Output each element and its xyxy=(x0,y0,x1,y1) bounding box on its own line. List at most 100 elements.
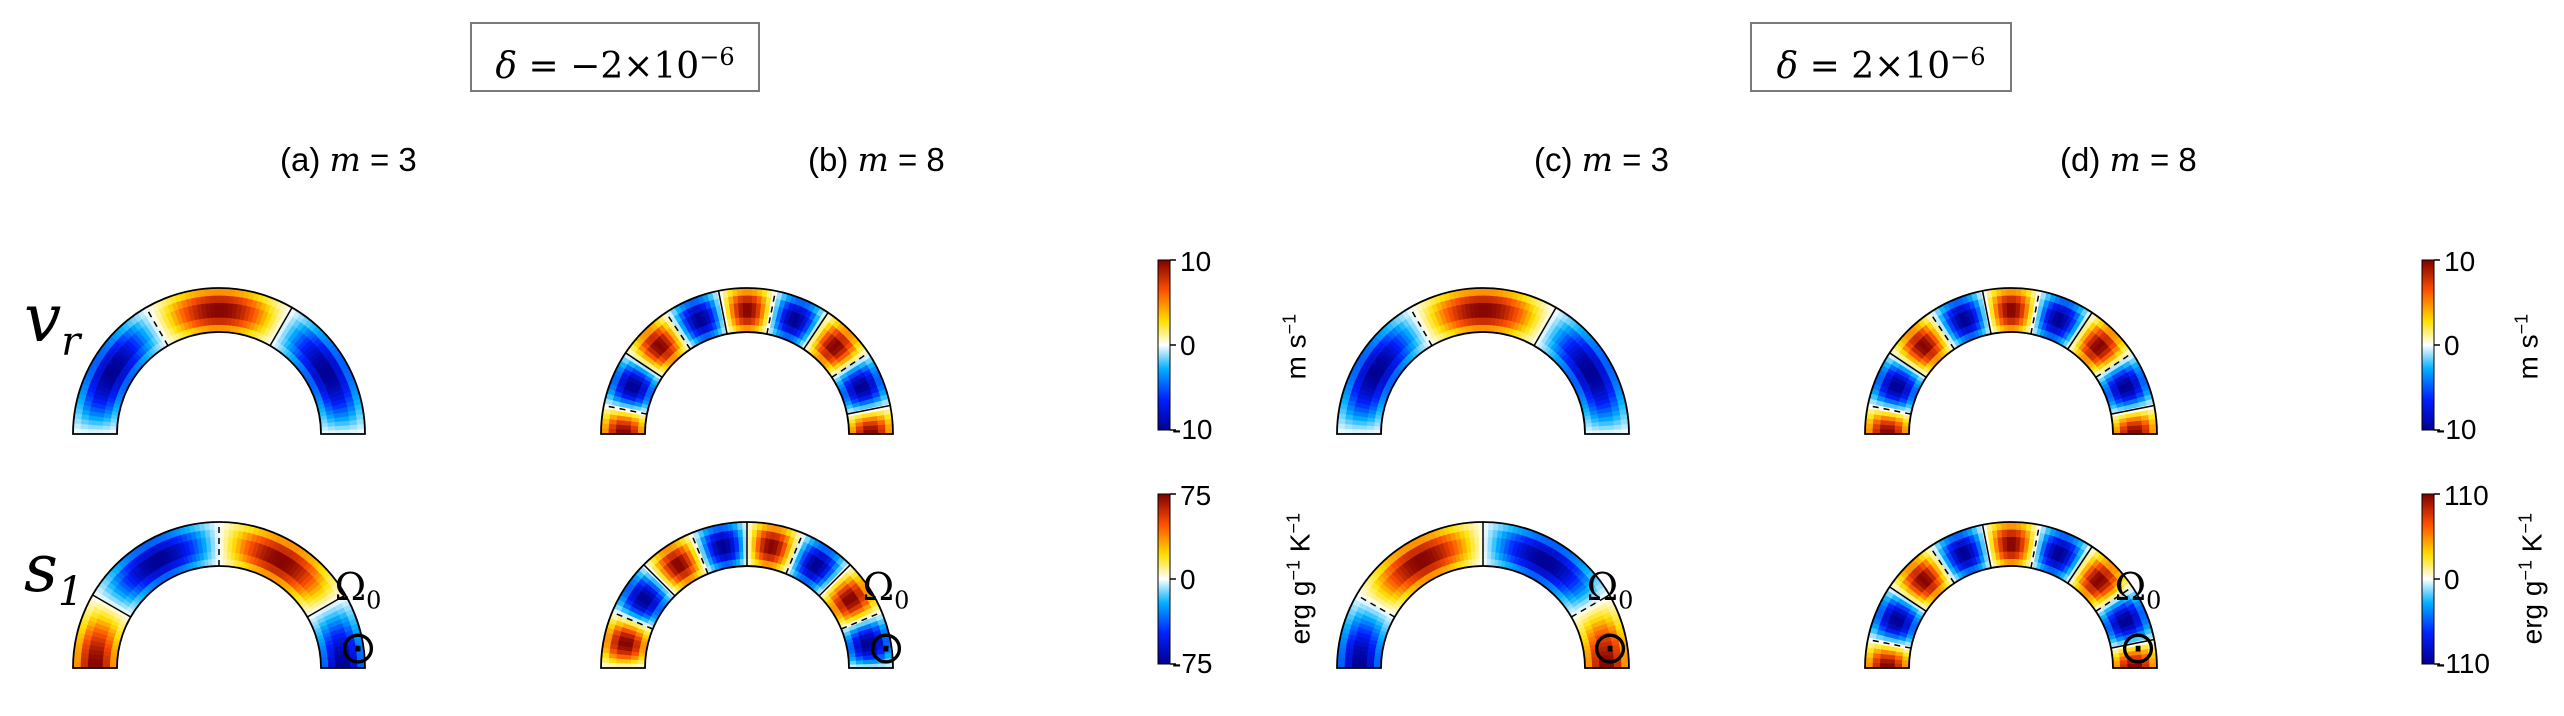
unit-text: m s xyxy=(1280,334,1312,380)
panel-tag: (d) xyxy=(2060,141,2101,178)
heatmap-cell xyxy=(741,287,748,296)
omega-subscript: 0 xyxy=(2146,586,2162,615)
heatmap-cell xyxy=(622,425,631,431)
rotation-axis-icon: ⊙ xyxy=(338,620,378,674)
heatmap-cell xyxy=(637,660,646,665)
heatmap-cell xyxy=(1366,659,1375,665)
heatmap-cell xyxy=(1864,657,1874,664)
heatmap-cell xyxy=(1472,295,1479,304)
heatmap-cell xyxy=(615,424,624,431)
heatmap-cell xyxy=(741,521,748,530)
nodal-line xyxy=(269,307,293,347)
heatmap-cell xyxy=(2015,521,2022,531)
heatmap-cell xyxy=(1482,294,1489,304)
heatmap-cell xyxy=(2010,521,2017,530)
heatmap-cell xyxy=(2014,302,2021,311)
unit-text: K xyxy=(2516,533,2548,560)
heatmap-cell xyxy=(746,309,752,318)
heatmap-cell xyxy=(1358,425,1367,431)
heatmap-cell xyxy=(1872,657,1881,664)
heatmap-cell xyxy=(1879,658,1888,665)
heatmap-cell xyxy=(213,287,220,296)
heatmap-cell xyxy=(742,324,748,333)
unit-text: erg g xyxy=(2516,580,2548,645)
rotation-omega-label: Ω0 xyxy=(846,565,926,615)
heatmap-cell xyxy=(94,425,103,431)
panel-m: 8 xyxy=(926,141,945,178)
heatmap-cell xyxy=(736,287,743,297)
nodal-line xyxy=(603,404,648,415)
heatmap-panel xyxy=(600,287,894,435)
heatmap-cell xyxy=(2010,302,2016,311)
rotation-axis-icon: ⊙ xyxy=(866,620,906,674)
unit-exp: −1 xyxy=(1283,559,1304,581)
heatmap-cell xyxy=(223,295,230,304)
heatmap-cell xyxy=(741,294,748,304)
case-box-negative: δ = −2×10−6 xyxy=(470,22,760,92)
delta-value: −2×10 xyxy=(570,46,700,87)
panel-outline xyxy=(72,521,366,669)
heatmap-cell xyxy=(1864,423,1874,430)
heatmap-panel xyxy=(1336,287,1630,435)
row-label-vr: vr xyxy=(24,280,80,365)
heatmap-cell xyxy=(608,657,617,664)
delta-value: 2×10 xyxy=(1851,46,1951,87)
colorbar-tick-zero: 0 xyxy=(1180,330,1196,361)
heatmap-cell xyxy=(746,316,752,326)
colorbar xyxy=(2421,493,2435,665)
heatmap-cell xyxy=(2005,521,2012,530)
colorbar-tick-min: -10 xyxy=(2436,414,2477,445)
heatmap-cell xyxy=(750,317,756,326)
heatmap-cell xyxy=(746,302,752,311)
omega-symbol: Ω xyxy=(1586,565,1619,609)
heatmap-cell xyxy=(2014,324,2019,333)
panel-m: 3 xyxy=(1650,141,1669,178)
heatmap-cell xyxy=(1486,324,1491,333)
heatmap-cell xyxy=(222,309,228,318)
row-symbol: s xyxy=(24,530,58,607)
heatmap-cell xyxy=(1894,659,1903,665)
heatmap-cell xyxy=(1886,425,1895,431)
heatmap-cell xyxy=(2141,423,2150,430)
heatmap-cell xyxy=(1872,419,1881,426)
colorbar xyxy=(1157,493,1171,665)
heatmap-cell xyxy=(1477,294,1484,304)
heatmap-cell xyxy=(1486,543,1492,552)
heatmap-cell xyxy=(2006,558,2012,567)
heatmap-cell xyxy=(742,316,748,326)
heatmap-cell xyxy=(94,420,104,427)
heatmap-cell xyxy=(1872,653,1881,660)
colorbar-tick-min: -110 xyxy=(2436,648,2490,679)
heatmap-cell xyxy=(218,521,225,530)
heatmap-cell xyxy=(223,521,230,531)
nodal-line xyxy=(625,352,663,378)
heatmap-cell xyxy=(2010,287,2017,296)
heatmap-panel xyxy=(1864,287,2158,435)
heatmap-cell xyxy=(1351,658,1360,665)
heatmap-cell xyxy=(214,324,220,333)
heatmap-cell xyxy=(102,425,111,431)
heatmap-cell xyxy=(742,302,748,311)
heatmap-cell xyxy=(80,653,89,660)
heatmap-cell xyxy=(2006,550,2012,560)
heatmap-cell xyxy=(214,309,220,318)
heatmap-cell xyxy=(1487,287,1494,297)
heatmap-cell xyxy=(1886,659,1895,665)
heatmap-cell xyxy=(1482,302,1488,311)
heatmap-cell xyxy=(750,324,755,333)
heatmap-cell xyxy=(223,529,230,538)
heatmap-cell xyxy=(2018,543,2025,553)
heatmap-cell xyxy=(751,295,758,304)
heatmap-cell xyxy=(1344,653,1353,660)
heatmap-cell xyxy=(1490,543,1497,553)
heatmap-cell xyxy=(1886,420,1896,427)
omega-subscript: 0 xyxy=(894,586,910,615)
heatmap-cell xyxy=(2010,558,2016,567)
rotation-omega-label: Ω0 xyxy=(318,565,398,615)
heatmap-cell xyxy=(746,324,752,333)
nodal-line xyxy=(846,404,891,415)
heatmap-cell xyxy=(1336,423,1346,430)
heatmap-cell xyxy=(2006,536,2012,545)
heatmap-cell xyxy=(80,419,89,426)
heatmap-cell xyxy=(750,536,757,545)
